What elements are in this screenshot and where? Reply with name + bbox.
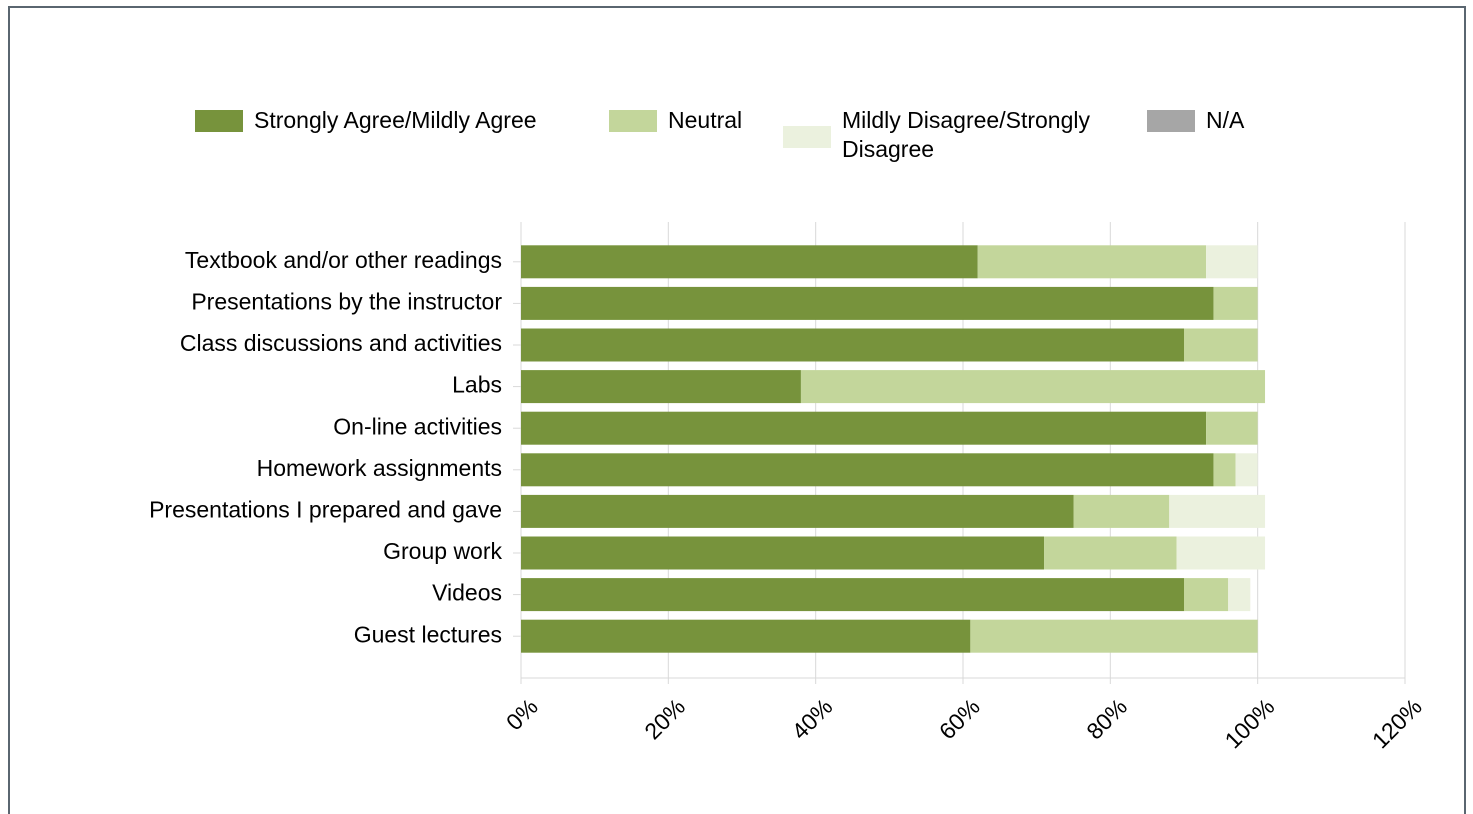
legend-swatch	[195, 110, 243, 132]
y-tick-label: Class discussions and activities	[180, 330, 502, 356]
bar-segment	[1228, 578, 1251, 612]
x-tick: 120%	[1367, 693, 1427, 753]
y-tick-label: Guest lectures	[354, 621, 502, 647]
bar-segment	[521, 453, 1214, 487]
x-tick: 0%	[501, 693, 543, 735]
x-tick: 60%	[934, 693, 985, 744]
bar-segment	[1206, 245, 1258, 279]
frame	[8, 6, 1466, 814]
y-tick-label: Presentations I prepared and gave	[149, 496, 502, 522]
y-tick-label: Presentations by the instructor	[191, 288, 502, 314]
bar-segment	[1044, 536, 1177, 570]
bar-segment	[521, 286, 1214, 320]
x-tick: 80%	[1081, 693, 1132, 744]
x-tick: 40%	[787, 693, 838, 744]
x-tick-label: 0%	[501, 693, 543, 735]
bar-segment	[1184, 328, 1258, 362]
x-tick-label: 100%	[1220, 693, 1280, 753]
bar-segment	[1169, 494, 1266, 528]
x-tick-label: 40%	[787, 693, 838, 744]
legend-item: Strongly Agree/Mildly Agree	[195, 106, 595, 135]
bar-segment	[1235, 453, 1258, 487]
bar-segment	[521, 411, 1207, 445]
x-tick: 100%	[1220, 693, 1280, 753]
bar-segment	[1176, 536, 1266, 570]
bar-segment	[1213, 286, 1258, 320]
x-tick-label: 80%	[1081, 693, 1132, 744]
bar-segment	[970, 619, 1258, 653]
legend-label: Mildly Disagree/Strongly Disagree	[842, 107, 1090, 162]
bar-segment	[521, 619, 971, 653]
legend-label: Strongly Agree/Mildly Agree	[254, 107, 537, 133]
x-tick-label: 20%	[639, 693, 690, 744]
bar-segment	[521, 245, 978, 279]
legend-swatch	[609, 110, 657, 132]
y-tick-label: Videos	[432, 580, 502, 606]
legend-label: N/A	[1206, 107, 1245, 133]
y-tick-label: Labs	[452, 372, 502, 398]
legend-swatch	[783, 126, 831, 148]
x-tick-label: 60%	[934, 693, 985, 744]
bar-segment	[521, 328, 1184, 362]
bar-segment	[521, 578, 1184, 612]
legend-label: Neutral	[668, 107, 743, 133]
bar-segment	[521, 536, 1045, 570]
legend-swatch	[1147, 110, 1195, 132]
bar-segment	[1213, 453, 1236, 487]
x-tick: 20%	[639, 693, 690, 744]
legend-item: Mildly Disagree/Strongly Disagree	[783, 106, 1123, 164]
bar-segment	[1206, 411, 1258, 445]
bar-segment	[800, 370, 1266, 404]
y-tick-label: On-line activities	[333, 413, 502, 439]
bar-segment	[521, 370, 801, 404]
bar-segment	[1073, 494, 1170, 528]
y-tick-label: Textbook and/or other readings	[185, 247, 502, 273]
legend-item: Neutral	[609, 106, 769, 135]
bar-segment	[1184, 578, 1229, 612]
x-tick-label: 120%	[1367, 693, 1427, 753]
bar-segment	[977, 245, 1207, 279]
bar-segment	[521, 494, 1074, 528]
legend-item: N/A	[1147, 106, 1267, 135]
y-tick-label: Homework assignments	[257, 455, 502, 481]
y-tick-label: Group work	[383, 538, 502, 564]
